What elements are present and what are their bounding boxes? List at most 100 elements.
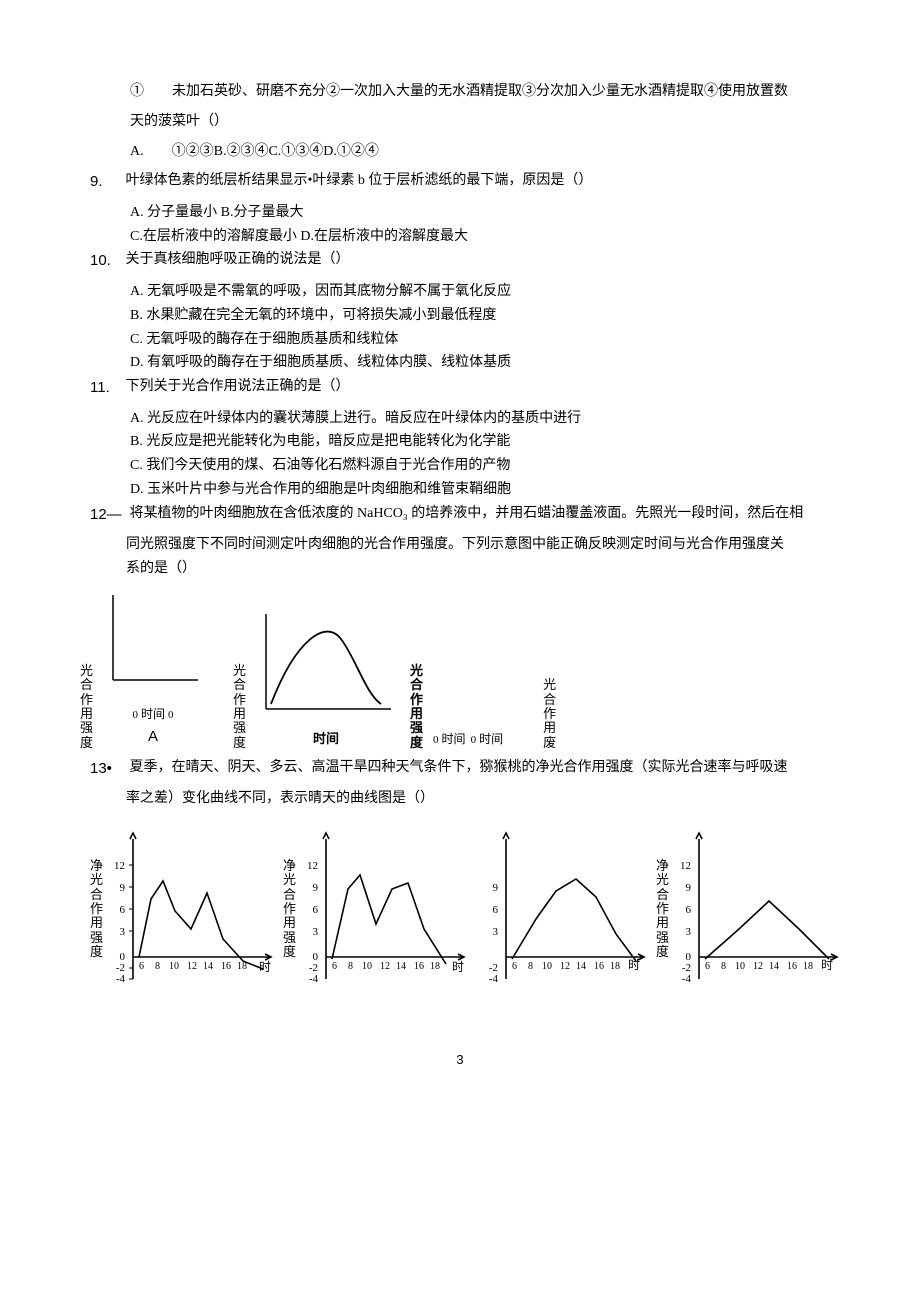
svg-text:12: 12 [187, 961, 197, 972]
svg-text:14: 14 [769, 961, 779, 972]
svg-text:时: 时 [628, 958, 640, 972]
q11-A: A. 光反应在叶绿体内的囊状薄膜上进行。暗反应在叶绿体内的基质中进行 [90, 407, 830, 431]
svg-text:16: 16 [787, 961, 797, 972]
svg-text:时: 时 [259, 960, 271, 974]
q13-ylabel-1: 净光合作用强度 [90, 859, 103, 959]
q13-number: 13• [90, 756, 126, 782]
q8-options: A. ①②③B.②③④C.①③④D.①②④ [90, 140, 830, 164]
svg-text:10: 10 [542, 961, 552, 972]
svg-text:16: 16 [594, 961, 604, 972]
svg-text:9: 9 [686, 882, 692, 894]
svg-text:16: 16 [221, 961, 231, 972]
svg-text:10: 10 [362, 961, 372, 972]
svg-text:8: 8 [155, 961, 160, 972]
q12-xlabel-2: 时间 [256, 728, 396, 750]
q12-xlabel-1: 时间 [141, 707, 165, 721]
svg-text:-4: -4 [309, 973, 319, 985]
svg-text:8: 8 [528, 961, 533, 972]
svg-text:6: 6 [120, 904, 126, 916]
q13-svg-2: 12 9 6 3 0 -2 -4 6 8 10 12 14 16 18 时 [296, 829, 466, 989]
svg-text:9: 9 [120, 882, 126, 894]
q13-stem2: 率之差）变化曲线不同，表示晴天的曲线图是（） [90, 787, 830, 811]
q12-label-A: A [103, 724, 203, 750]
svg-text:3: 3 [313, 926, 319, 938]
q11-D: D. 玉米叶片中参与光合作用的细胞是叶肉细胞和维管束鞘细胞 [90, 478, 830, 502]
q11-number: 11. [90, 375, 122, 401]
q9-stem: 叶绿体色素的纸层析结果显示•叶绿素 b 位于层析滤纸的最下端，原因是（） [126, 173, 593, 188]
q12-charts: 光合作用强度 0 时间 0 A 光合作用强度 时间 [80, 585, 830, 750]
q13-ylabel-4: 净光合作用强度 [656, 859, 669, 959]
svg-text:18: 18 [803, 961, 813, 972]
svg-text:14: 14 [576, 961, 586, 972]
q12-zero-3b: 0 [471, 734, 477, 746]
q12-ylabel-2: 光合作用强度 [233, 664, 246, 750]
q13-chart-4: 净光合作用强度 12 9 6 3 0 -2 -4 6 8 10 12 14 16 [656, 829, 839, 989]
q9-optA: A. 分子量最小 B.分子量最大 [90, 201, 830, 225]
svg-text:6: 6 [493, 904, 499, 916]
svg-text:时: 时 [821, 958, 833, 972]
q10: 10. 关于真核细胞呼吸正确的说法是（） [90, 248, 830, 274]
q9-number: 9. [90, 169, 122, 195]
svg-text:12: 12 [560, 961, 570, 972]
svg-text:12: 12 [307, 860, 318, 872]
svg-text:12: 12 [380, 961, 390, 972]
q11-C: C. 我们今天使用的煤、石油等化石燃料源自于光合作用的产物 [90, 454, 830, 478]
svg-text:9: 9 [493, 882, 499, 894]
q12-svg-1 [103, 585, 203, 695]
svg-text:10: 10 [169, 961, 179, 972]
q13-svg-3: 9 6 3 -2 -4 6 8 10 12 14 16 18 时 [476, 829, 646, 989]
svg-text:14: 14 [396, 961, 406, 972]
q12-svg-2 [256, 609, 396, 719]
q10-B: B. 水果贮藏在完全无氧的环境中，可将损失减小到最低程度 [90, 304, 830, 328]
q10-stem: 关于真核细胞呼吸正确的说法是（） [126, 252, 350, 267]
svg-text:-4: -4 [682, 973, 692, 985]
svg-text:6: 6 [705, 961, 710, 972]
q13-charts: 净光合作用强度 12 9 6 3 0 -2 -4 6 [90, 829, 830, 989]
svg-text:-4: -4 [116, 973, 126, 985]
q13-ylabel-2: 净光合作用强度 [283, 859, 296, 959]
page-number: 3 [90, 1049, 830, 1071]
svg-text:6: 6 [332, 961, 337, 972]
svg-text:6: 6 [512, 961, 517, 972]
q12-chart-1: 0 时间 0 A [103, 585, 203, 750]
svg-text:10: 10 [735, 961, 745, 972]
q12-ylabel-4: 光合作用废 [543, 678, 556, 749]
q8-line1: ① 未加石英砂、研磨不充分②一次加入大量的无水酒精提取③分次加入少量无水酒精提取… [90, 80, 830, 104]
q12-xlabel-3b: 时间 [479, 732, 503, 746]
q12-chart-2: 时间 [256, 609, 396, 750]
q11-stem: 下列关于光合作用说法正确的是（） [126, 379, 350, 394]
q12-stem2: 同光照强度下不同时间测定叶肉细胞的光合作用强度。下列示意图中能正确反映测定时间与… [90, 533, 830, 557]
q12-zero-1b: 0 [168, 709, 174, 721]
svg-text:14: 14 [203, 961, 213, 972]
q13-chart-3: 9 6 3 -2 -4 6 8 10 12 14 16 18 时 [476, 829, 646, 989]
q12-stem1: 将某植物的叶肉细胞放在含低浓度的 NaHCO₃ 的培养液中，并用石蜡油覆盖液面。… [130, 506, 804, 521]
svg-text:时: 时 [452, 960, 464, 974]
q12-chart-3: 0 时间 0 时间 [433, 729, 503, 750]
q13-stem1: 夏季，在晴天、阴天、多云、高温干旱四种天气条件下，猕猴桃的净光合作用强度（实际光… [130, 760, 788, 775]
q11: 11. 下列关于光合作用说法正确的是（） [90, 375, 830, 401]
q12-ylabel-3: 光合作用强度 [410, 664, 423, 750]
svg-text:3: 3 [493, 926, 499, 938]
svg-text:8: 8 [348, 961, 353, 972]
q12-ylabel-1: 光合作用强度 [80, 664, 93, 750]
q13-svg-1: 12 9 6 3 0 -2 -4 6 8 10 12 14 16 18 [103, 829, 273, 989]
q9-optC: C.在层析液中的溶解度最小 D.在层析液中的溶解度最大 [90, 225, 830, 249]
svg-text:16: 16 [414, 961, 424, 972]
svg-text:6: 6 [313, 904, 319, 916]
q13-chart-2: 净光合作用强度 12 9 6 3 0 -2 -4 6 8 10 12 14 16 [283, 829, 466, 989]
q9: 9. 叶绿体色素的纸层析结果显示•叶绿素 b 位于层析滤纸的最下端，原因是（） [90, 169, 830, 195]
svg-text:8: 8 [721, 961, 726, 972]
q10-A: A. 无氧呼吸是不需氧的呼吸，因而其底物分解不属于氧化反应 [90, 280, 830, 304]
q12: 12— 将某植物的叶肉细胞放在含低浓度的 NaHCO₃ 的培养液中，并用石蜡油覆… [90, 502, 830, 528]
q13-svg-4: 12 9 6 3 0 -2 -4 6 8 10 12 14 16 18 时 [669, 829, 839, 989]
q13: 13• 夏季，在晴天、阴天、多云、高温干旱四种天气条件下，猕猴桃的净光合作用强度… [90, 756, 830, 782]
svg-text:18: 18 [430, 961, 440, 972]
q11-B: B. 光反应是把光能转化为电能，暗反应是把电能转化为化学能 [90, 430, 830, 454]
svg-text:-4: -4 [489, 973, 499, 985]
svg-text:12: 12 [680, 860, 691, 872]
q12-xlabel-3a: 时间 [442, 732, 466, 746]
svg-text:18: 18 [610, 961, 620, 972]
q10-D: D. 有氧呼吸的酶存在于细胞质基质、线粒体内膜、线粒体基质 [90, 351, 830, 375]
svg-text:9: 9 [313, 882, 319, 894]
svg-text:3: 3 [120, 926, 126, 938]
